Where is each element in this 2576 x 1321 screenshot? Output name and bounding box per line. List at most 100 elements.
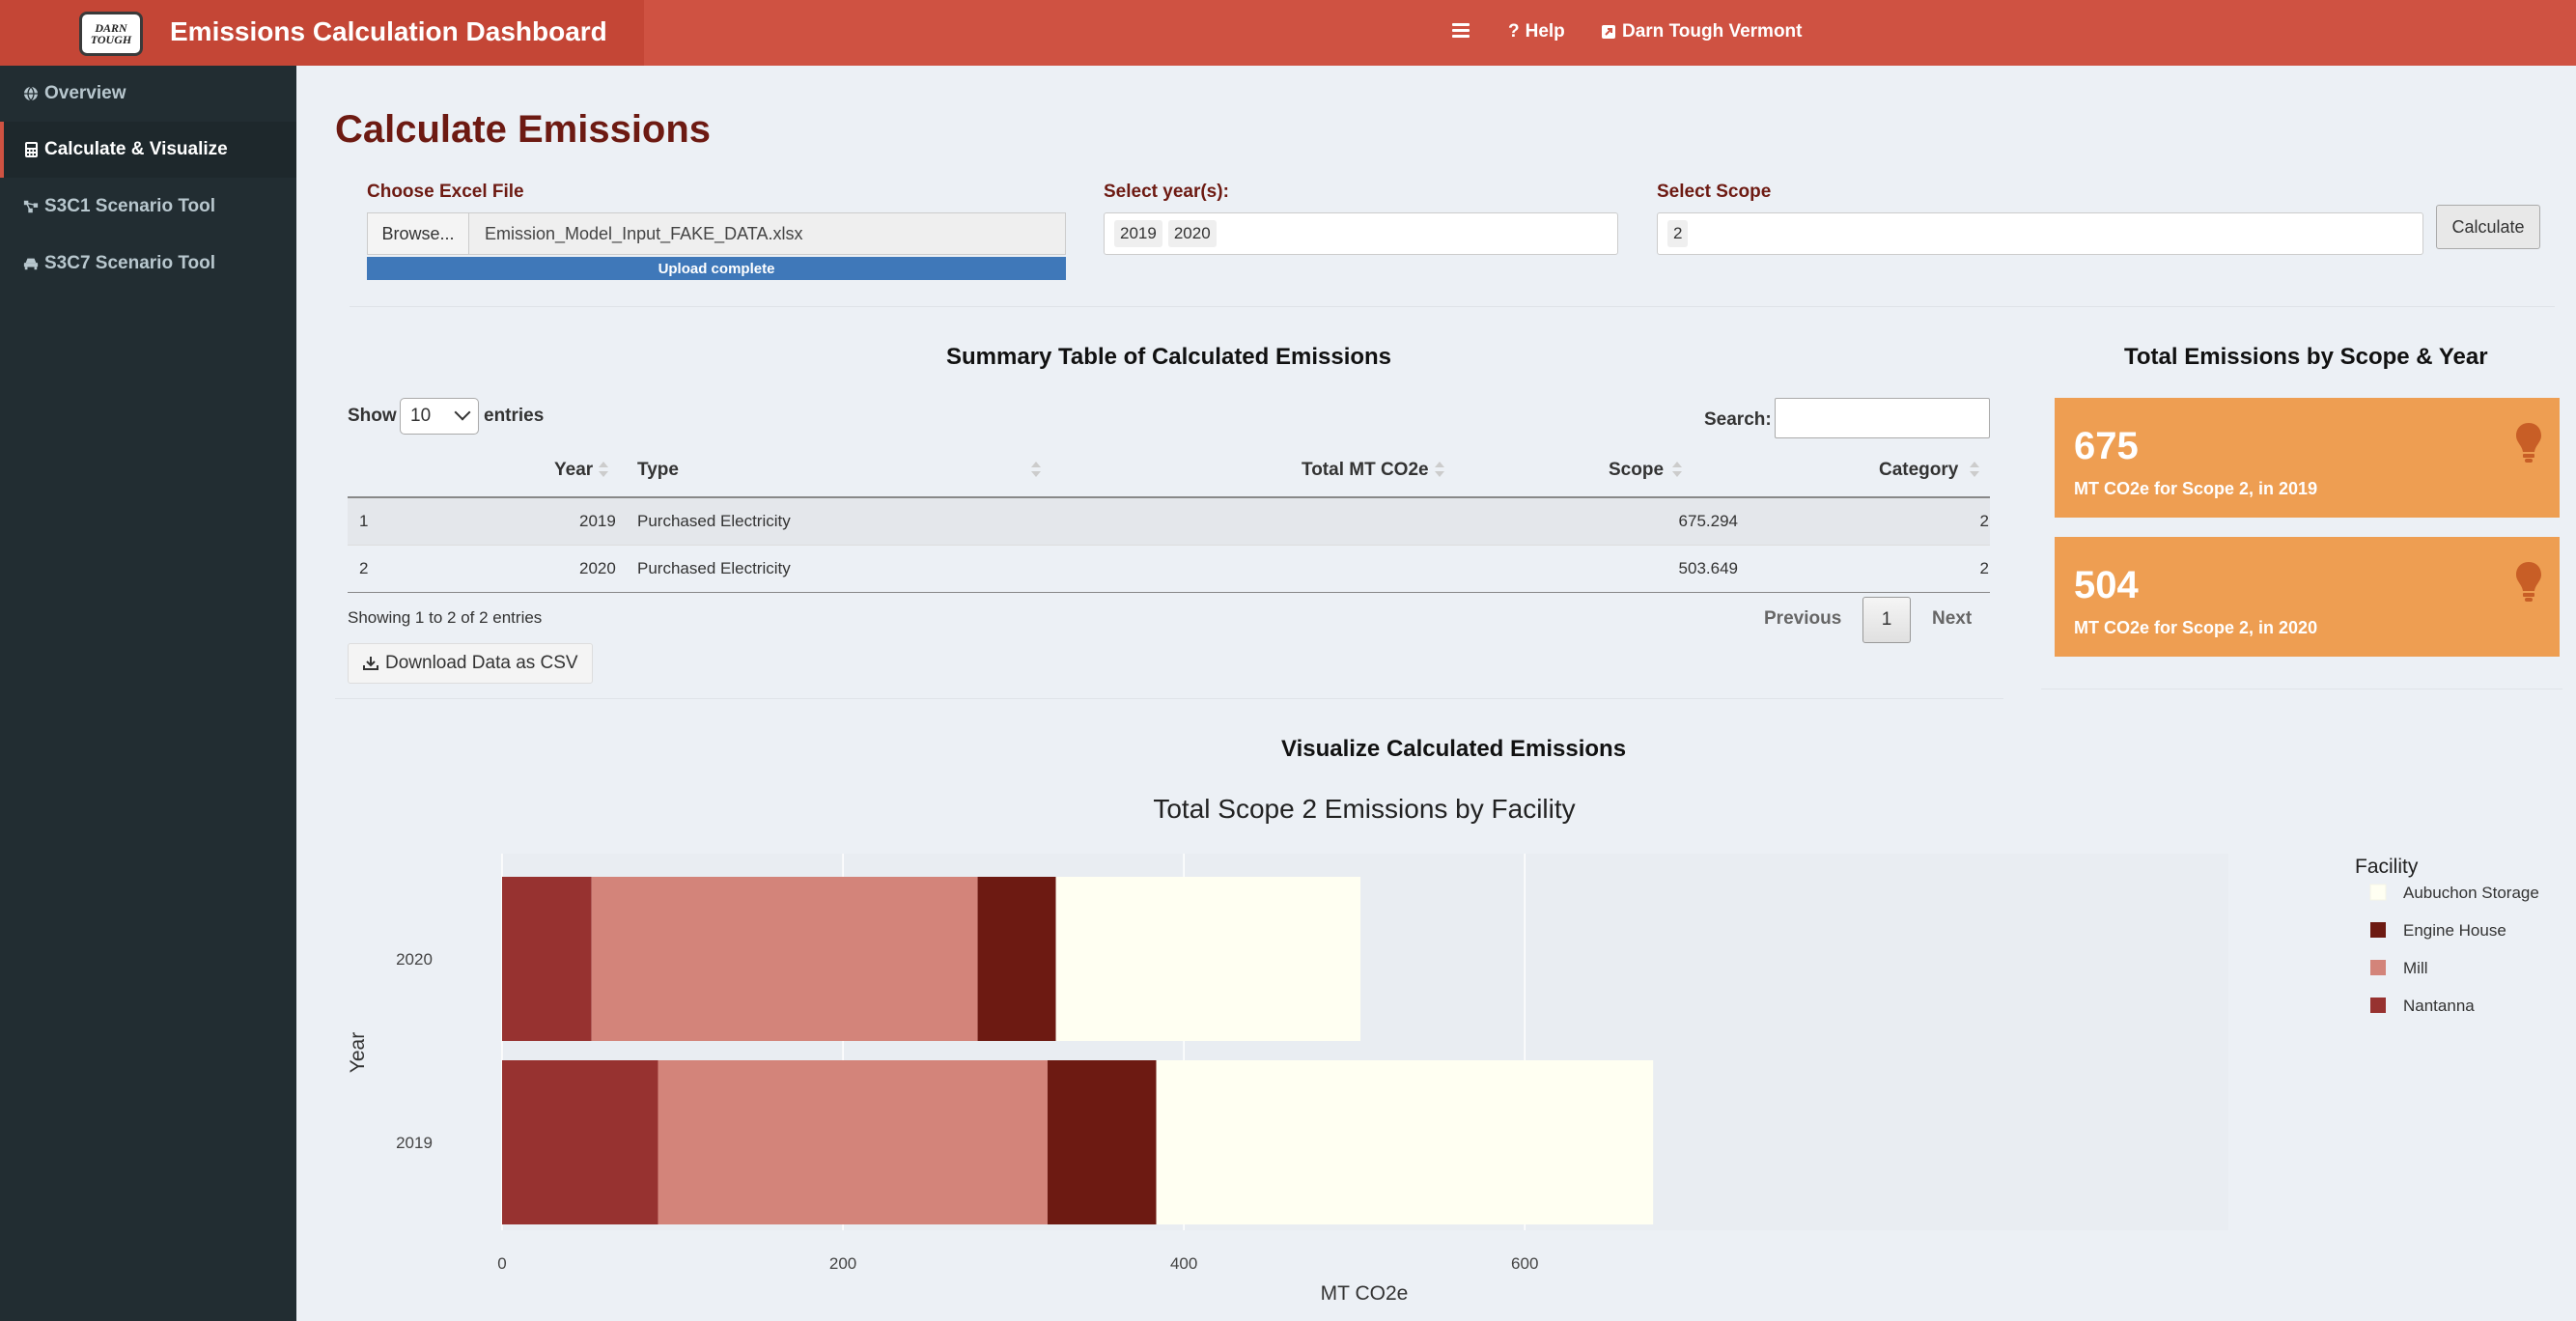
scope-chip[interactable]: 2	[1667, 220, 1689, 247]
y-tick-label: 2020	[396, 950, 433, 969]
company-logo: DARN TOUGH	[79, 12, 143, 56]
column-header-total[interactable]: Total MT CO2e	[1302, 460, 1429, 480]
sort-icon[interactable]	[599, 462, 608, 479]
file-input[interactable]: Browse... Emission_Model_Input_FAKE_DATA…	[367, 212, 1066, 255]
year-chip[interactable]: 2019	[1114, 220, 1162, 247]
year-chip[interactable]: 2020	[1167, 220, 1217, 247]
sort-icon[interactable]	[1031, 462, 1041, 479]
column-header-scope[interactable]: Scope	[1609, 460, 1665, 480]
previous-page-button[interactable]: Previous	[1764, 608, 1842, 629]
lightbulb-icon	[2516, 562, 2541, 602]
sidebar-item-label: Calculate & Visualize	[44, 139, 228, 159]
bar-segment[interactable]	[1055, 877, 1361, 1041]
row-index: 1	[359, 512, 369, 530]
table-row[interactable]: 2 2020 Purchased Electricity 503.649 2	[348, 546, 1990, 593]
help-label: Help	[1525, 21, 1565, 42]
chart-title: Total Scope 2 Emissions by Facility	[1153, 794, 1575, 824]
column-header-category[interactable]: Category	[1879, 460, 1959, 480]
scope-select-label: Select Scope	[1657, 182, 1772, 202]
row-year: 2020	[579, 559, 616, 577]
sort-icon[interactable]	[1435, 462, 1444, 479]
bar-segment[interactable]	[502, 877, 592, 1041]
year-select[interactable]: 2019 2020	[1104, 212, 1618, 255]
page-length-value: 10	[410, 406, 432, 426]
summary-table-title: Summary Table of Calculated Emissions	[946, 344, 1392, 370]
lightbulb-icon	[2516, 423, 2541, 463]
share-nodes-icon	[23, 199, 39, 214]
search-input[interactable]	[1775, 398, 1990, 438]
calculate-button[interactable]: Calculate	[2436, 205, 2540, 249]
totals-title: Total Emissions by Scope & Year	[2124, 344, 2488, 370]
legend-swatch[interactable]	[2370, 960, 2386, 975]
page-title: Calculate Emissions	[335, 108, 712, 151]
row-index: 2	[359, 559, 369, 577]
download-label: Download Data as CSV	[385, 653, 578, 673]
column-header-type[interactable]: Type	[637, 460, 679, 480]
visualize-title: Visualize Calculated Emissions	[1281, 736, 1627, 762]
legend-label[interactable]: Nantanna	[2403, 997, 2475, 1015]
bar-segment[interactable]	[658, 1060, 1048, 1224]
x-tick-label: 0	[497, 1254, 506, 1273]
bar-segment[interactable]	[591, 877, 978, 1041]
value-box-2020: 504 MT CO2e for Scope 2, in 2020	[2055, 537, 2560, 657]
calculator-icon	[23, 142, 39, 157]
table-row[interactable]: 1 2019 Purchased Electricity 675.294 2	[348, 498, 1990, 546]
table-bottom-divider	[348, 592, 1990, 593]
help-link[interactable]: ? Help	[1508, 21, 1565, 42]
row-year: 2019	[579, 512, 616, 530]
x-tick-label: 400	[1170, 1254, 1197, 1273]
company-label: Darn Tough Vermont	[1622, 21, 1803, 42]
value-box-number: 504	[2074, 564, 2139, 606]
sort-icon[interactable]	[1672, 462, 1682, 479]
sidebar-toggle-icon[interactable]	[1452, 23, 1470, 39]
row-type: Purchased Electricity	[637, 512, 791, 530]
show-label: Show	[348, 406, 397, 426]
browse-button[interactable]: Browse...	[368, 213, 469, 254]
page-length-select[interactable]: 10	[400, 398, 479, 435]
x-tick-label: 200	[829, 1254, 856, 1273]
legend-swatch[interactable]	[2370, 922, 2386, 938]
y-axis-label: Year	[347, 1032, 369, 1073]
legend-swatch[interactable]	[2369, 884, 2387, 901]
sidebar-item-label: S3C1 Scenario Tool	[44, 196, 216, 216]
logo-text-line2: TOUGH	[90, 33, 132, 46]
car-icon	[23, 256, 39, 271]
legend-swatch[interactable]	[2370, 998, 2386, 1013]
bar-segment[interactable]	[502, 1060, 658, 1224]
legend-title: Facility	[2355, 856, 2419, 878]
table-header-divider	[348, 496, 1990, 498]
sort-icon[interactable]	[1970, 462, 1979, 479]
sidebar-item-s3c1[interactable]: S3C1 Scenario Tool	[0, 179, 296, 235]
bar-segment[interactable]	[977, 877, 1056, 1041]
row-type: Purchased Electricity	[637, 559, 791, 577]
file-input-label: Choose Excel File	[367, 182, 524, 202]
sidebar-item-overview[interactable]: Overview	[0, 66, 296, 122]
brand-area: DARN TOUGH Emissions Calculation Dashboa…	[0, 0, 644, 66]
legend-label[interactable]: Mill	[2403, 959, 2428, 977]
download-csv-button[interactable]: Download Data as CSV	[348, 643, 593, 684]
legend-label[interactable]: Aubuchon Storage	[2403, 884, 2539, 902]
sidebar-item-label: Overview	[44, 83, 126, 103]
chevron-down-icon	[454, 404, 471, 421]
next-page-button[interactable]: Next	[1932, 608, 1973, 629]
scope-select[interactable]: 2	[1657, 212, 2423, 255]
sidebar-item-calculate-visualize[interactable]: Calculate & Visualize	[0, 122, 296, 178]
stacked-bar-chart[interactable]: Total Scope 2 Emissions by Facility 2019 2…	[335, 773, 2562, 1319]
value-box-subtitle: MT CO2e for Scope 2, in 2020	[2074, 618, 2318, 637]
page-1-button[interactable]: 1	[1862, 597, 1911, 643]
entries-label: entries	[484, 406, 545, 426]
download-icon	[363, 657, 378, 670]
sidebar-item-s3c7[interactable]: S3C7 Scenario Tool	[0, 236, 296, 292]
logo-text-line1: DARN	[95, 21, 127, 35]
row-total: 675.294	[1678, 512, 1738, 530]
value-box-number: 675	[2074, 425, 2139, 467]
company-link[interactable]: Darn Tough Vermont	[1601, 21, 1802, 42]
value-box-subtitle: MT CO2e for Scope 2, in 2019	[2074, 479, 2318, 498]
bar-segment[interactable]	[1047, 1060, 1157, 1224]
table-info: Showing 1 to 2 of 2 entries	[348, 608, 543, 627]
column-header-year[interactable]: Year	[554, 460, 594, 480]
sidebar: Overview Calculate & Visualize S3C1 Scen…	[0, 66, 296, 1321]
globe-icon	[23, 86, 39, 101]
bar-segment[interactable]	[1156, 1060, 1654, 1224]
legend-label[interactable]: Engine House	[2403, 921, 2506, 940]
